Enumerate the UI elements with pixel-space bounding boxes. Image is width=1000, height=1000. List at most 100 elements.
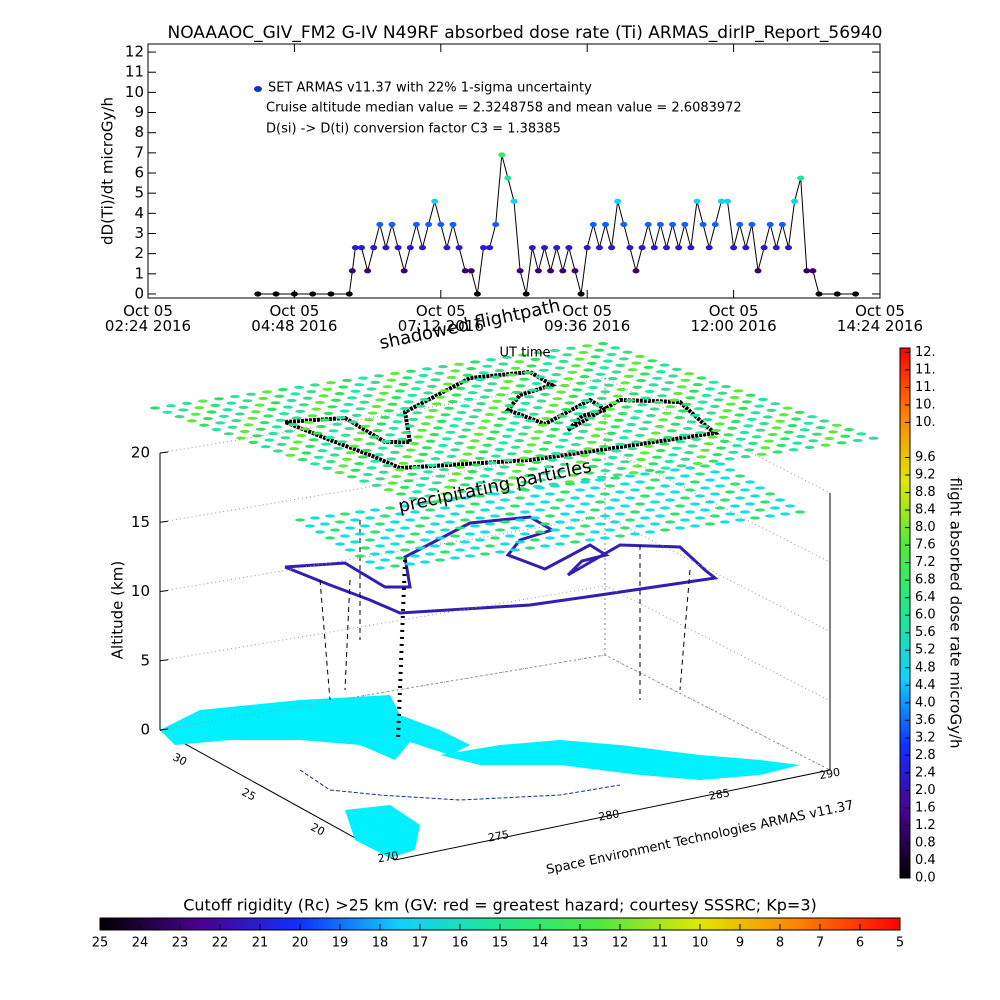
particle <box>640 516 650 520</box>
particle <box>732 444 742 448</box>
particle <box>665 498 675 502</box>
lat-tick-label: 30 <box>171 751 189 769</box>
colorbar-tick-label: 1.2 <box>915 818 936 833</box>
particle <box>531 460 542 464</box>
particle <box>670 512 680 516</box>
particle <box>580 480 590 484</box>
particle <box>575 532 585 536</box>
particle <box>250 410 261 414</box>
particle <box>340 534 350 538</box>
particle <box>560 534 570 538</box>
particle <box>696 455 707 459</box>
particle <box>725 512 735 516</box>
particle <box>615 534 625 538</box>
particle <box>554 445 565 449</box>
data-point <box>809 268 817 274</box>
particle <box>516 408 527 412</box>
particle <box>585 516 595 520</box>
data-point <box>467 268 475 274</box>
particle <box>375 544 385 548</box>
particle <box>415 483 426 487</box>
data-point <box>254 291 262 297</box>
particle <box>602 359 613 363</box>
particle <box>710 492 720 496</box>
particle <box>590 508 600 512</box>
particle <box>515 540 525 544</box>
data-point <box>412 221 420 228</box>
particle <box>399 485 410 489</box>
colorbar-tick-label: 12 <box>612 936 629 951</box>
particle <box>675 440 686 444</box>
particle <box>552 476 563 480</box>
particle <box>695 431 706 435</box>
particle <box>684 451 694 455</box>
particle <box>498 362 509 366</box>
particle <box>435 395 446 399</box>
particle <box>595 500 605 504</box>
colorbar-tick-label: 1.6 <box>915 800 936 815</box>
data-point <box>364 268 372 274</box>
particle <box>746 417 757 421</box>
particle <box>710 470 720 474</box>
particle <box>210 403 221 407</box>
particle <box>538 447 549 451</box>
particle <box>426 384 437 388</box>
particle <box>735 437 746 441</box>
particle <box>355 407 366 411</box>
particle <box>590 355 601 359</box>
colorbar-tick-label: 8 <box>776 936 784 951</box>
particle <box>264 438 275 442</box>
particle <box>387 402 398 406</box>
particle <box>423 470 434 474</box>
particle <box>319 418 330 422</box>
particle <box>550 348 560 353</box>
particle <box>567 370 578 374</box>
particle <box>450 534 460 538</box>
particle <box>407 472 418 476</box>
particle <box>685 466 695 470</box>
particle <box>425 552 435 556</box>
particle <box>575 510 585 514</box>
particle <box>492 478 502 482</box>
colorbar-tick-label: 21 <box>252 936 269 951</box>
particle <box>504 482 515 487</box>
colorbar-tick-label: 3.2 <box>915 730 936 745</box>
particle <box>340 512 350 516</box>
particle <box>415 502 425 506</box>
particle <box>377 446 388 450</box>
particle <box>375 398 386 402</box>
particle <box>557 414 568 418</box>
particle <box>620 482 630 486</box>
y-tick-label: 11 <box>125 63 144 81</box>
particle <box>468 415 479 419</box>
data-point <box>376 221 384 228</box>
particle <box>431 402 442 406</box>
particle <box>510 366 521 370</box>
particle <box>506 452 517 456</box>
colorbar-title: Cutoff rigidity (Rc) >25 km (GV: red = g… <box>183 896 817 915</box>
particle <box>764 439 774 443</box>
particle <box>606 431 617 435</box>
particle <box>540 392 551 396</box>
particle <box>510 548 520 552</box>
particle <box>394 468 405 472</box>
particle <box>584 471 595 475</box>
data-point <box>443 245 451 251</box>
particle <box>852 438 863 443</box>
particle <box>650 431 661 435</box>
particle <box>303 420 314 424</box>
particle <box>274 394 285 398</box>
particle <box>796 434 806 439</box>
particle <box>360 524 370 528</box>
particle <box>598 342 608 346</box>
data-point <box>663 245 670 251</box>
colorbar-tick-label: 19 <box>332 936 349 951</box>
particle <box>474 456 485 460</box>
particle <box>361 448 372 452</box>
particle <box>741 400 752 404</box>
particle <box>470 502 480 506</box>
particle <box>326 381 336 385</box>
particle <box>682 426 693 431</box>
particle <box>536 399 547 403</box>
